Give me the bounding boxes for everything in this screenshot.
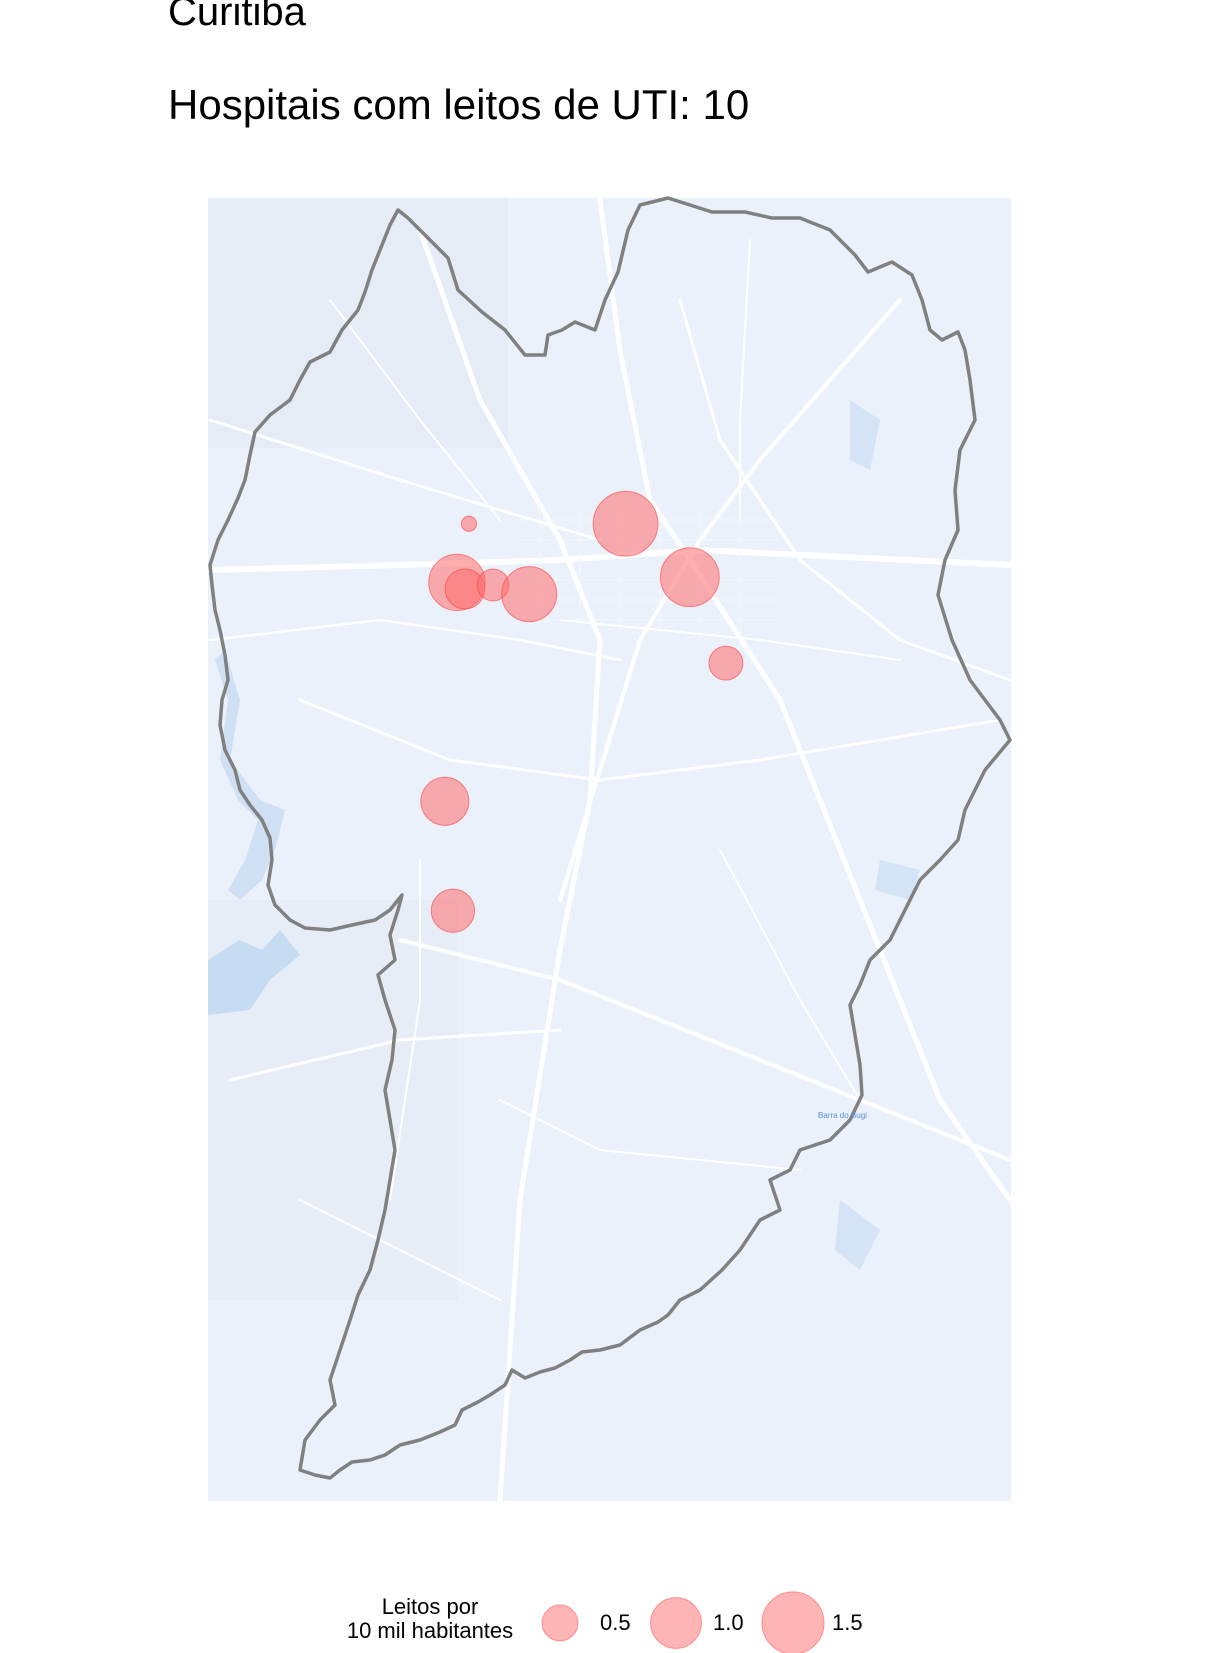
legend-label-large: 1.5 <box>832 1610 863 1635</box>
map-place-label: Barra do Bugi <box>818 1111 867 1120</box>
hospital-bubbles <box>420 490 744 933</box>
hospital-bubble <box>420 776 470 826</box>
hospital-bubble <box>708 645 744 681</box>
map-title: Curitiba <box>168 0 306 34</box>
road-network <box>208 198 1011 1501</box>
legend-bubble <box>541 1604 579 1642</box>
hospital-bubble <box>659 547 720 608</box>
legend-title: Leitos por 10 mil habitantes <box>330 1594 530 1644</box>
reservoir-water <box>208 930 300 1015</box>
hospital-bubble <box>430 888 476 933</box>
legend-bubble <box>650 1597 702 1649</box>
city-boundary <box>208 196 1012 1480</box>
legend-label-medium: 1.0 <box>713 1610 744 1635</box>
legend-title-line1: Leitos por <box>381 1594 479 1619</box>
legend-title-line2: 10 mil habitantes <box>346 1618 514 1644</box>
hospital-bubble <box>501 566 558 623</box>
hospital-bubble <box>460 515 478 532</box>
river-water <box>215 650 285 900</box>
legend-bubbles <box>541 1591 825 1653</box>
legend-bubble <box>761 1591 825 1653</box>
legend-label-small: 0.5 <box>600 1610 631 1635</box>
hospital-bubble <box>592 490 659 557</box>
map-subtitle: Hospitais com leitos de UTI: 10 <box>168 81 750 128</box>
